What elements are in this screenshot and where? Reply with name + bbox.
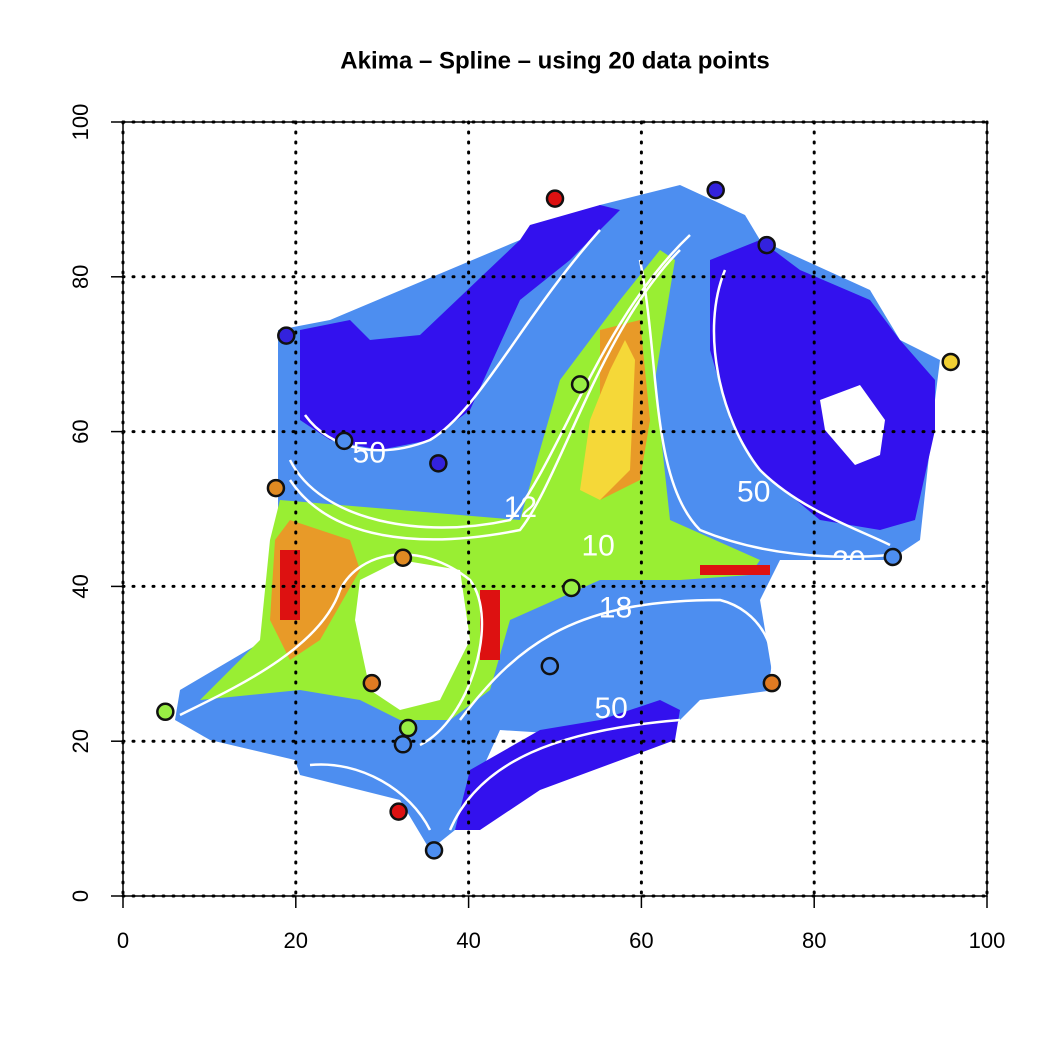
y-tick-label: 100 — [68, 104, 93, 141]
contour-line — [309, 763, 432, 831]
contour-line — [638, 259, 891, 558]
surface-region — [710, 240, 935, 530]
contour-label: 12 — [504, 491, 537, 524]
data-point — [570, 375, 590, 394]
x-tick-label: 20 — [284, 928, 308, 953]
data-point — [156, 702, 175, 722]
data-point — [757, 235, 776, 255]
data-point — [545, 189, 565, 208]
x-tick-label: 80 — [802, 928, 826, 953]
data-point — [393, 548, 413, 568]
data-point — [398, 718, 418, 738]
chart-title: Akima – Spline – using 20 data points — [340, 47, 769, 74]
data-point — [389, 802, 408, 821]
data-point — [266, 478, 286, 498]
contour-label: 50 — [594, 692, 627, 725]
y-tick-label: 0 — [68, 890, 93, 902]
contour-label: 50 — [353, 437, 386, 470]
contour-label: 50 — [737, 475, 770, 508]
y-tick-label: 80 — [68, 265, 93, 289]
contour-line — [288, 249, 681, 541]
surface-region — [300, 205, 620, 450]
contour-label: 10 — [582, 530, 615, 563]
contour-label: 18 — [599, 592, 632, 625]
contour-line — [179, 553, 484, 747]
x-tick-label: 60 — [629, 928, 653, 953]
data-point — [706, 180, 725, 200]
y-tick-label: 40 — [68, 574, 93, 598]
contour-line — [712, 269, 891, 547]
contour-line — [288, 234, 691, 529]
data-point — [941, 352, 960, 372]
data-point — [429, 454, 448, 473]
plot-frame — [122, 121, 988, 897]
data-point — [362, 673, 382, 693]
data-point — [424, 841, 444, 860]
surface-region — [455, 700, 680, 830]
surface-region — [700, 565, 770, 575]
x-tick-label: 0 — [117, 928, 129, 953]
surface-region — [580, 340, 635, 500]
surface-hole — [355, 560, 470, 710]
y-tick-label: 60 — [68, 419, 93, 443]
x-tick-label: 40 — [456, 928, 480, 953]
data-point — [334, 431, 354, 451]
data-point — [277, 326, 296, 345]
x-tick-label: 100 — [969, 928, 1006, 953]
contour-line — [448, 718, 681, 831]
data-point — [562, 578, 581, 598]
contour-line — [459, 598, 774, 721]
surface-hole — [820, 385, 885, 465]
y-tick-label: 20 — [68, 729, 93, 753]
contour-label: 20 — [832, 545, 865, 578]
data-point — [762, 673, 782, 693]
data-point — [883, 547, 903, 567]
surface-region — [480, 590, 500, 660]
data-point — [393, 735, 413, 754]
data-point — [540, 656, 560, 676]
